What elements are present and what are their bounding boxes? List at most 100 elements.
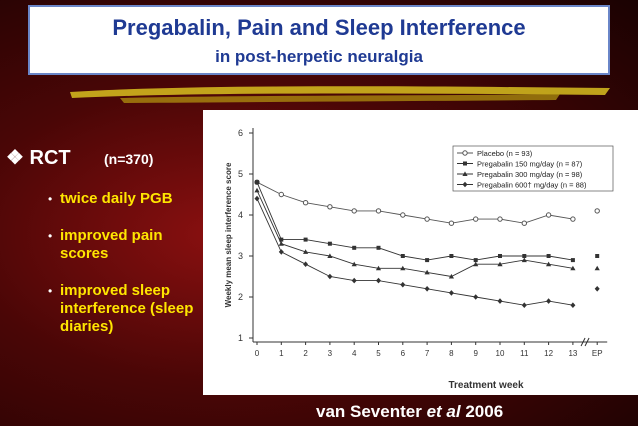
bullet: • <box>48 229 53 243</box>
point <box>278 241 284 246</box>
y-tick-label: 5 <box>238 169 243 179</box>
point <box>424 216 430 222</box>
point <box>497 298 503 304</box>
series-line <box>256 182 573 261</box>
point <box>425 258 430 263</box>
legend-label: Pregabalin 600† mg/day (n = 88) <box>477 181 587 190</box>
point <box>400 212 406 218</box>
brush-strokes <box>70 86 610 103</box>
point <box>473 261 479 267</box>
citation: van Seventer et al 2006 <box>316 402 503 422</box>
axis-break <box>580 337 586 347</box>
x-tick-label: 1 <box>279 349 284 358</box>
point <box>327 241 332 246</box>
y-tick-label: 6 <box>238 128 243 138</box>
subtitle: in post-herpetic neuralgia <box>215 47 423 66</box>
point <box>545 212 552 218</box>
point <box>278 191 285 198</box>
point <box>424 269 430 275</box>
point <box>498 254 502 258</box>
point <box>448 290 454 296</box>
point <box>327 253 333 258</box>
x-tick-label: EP <box>592 349 603 358</box>
x-tick-label: 5 <box>376 349 381 358</box>
point <box>400 254 405 258</box>
y-tick-label: 3 <box>238 251 243 261</box>
point <box>424 286 430 292</box>
point <box>279 237 284 242</box>
point <box>303 261 309 267</box>
legend-label: Pregabalin 150 mg/day (n = 87) <box>477 160 583 169</box>
x-tick-label: 2 <box>303 349 308 358</box>
point <box>497 216 503 222</box>
chart: Treatment week Weekly mean sleep interfe… <box>203 110 638 395</box>
point <box>595 254 600 258</box>
point <box>497 261 503 267</box>
point <box>400 265 406 271</box>
legend-label: Placebo (n = 93) <box>477 149 533 158</box>
x-tick-label: 4 <box>352 349 357 358</box>
legend-marker <box>462 181 468 188</box>
point <box>570 216 576 222</box>
title: Pregabalin, Pain and Sleep Interference <box>112 15 526 40</box>
etal: et al <box>426 402 461 421</box>
series-line <box>256 181 573 224</box>
point <box>375 265 382 271</box>
point <box>570 265 576 271</box>
x-tick-label: 6 <box>401 349 406 358</box>
x-tick-label: 10 <box>496 349 505 358</box>
x-tick-label: 12 <box>544 349 553 358</box>
author: van Seventer <box>316 402 422 421</box>
point <box>449 254 454 258</box>
point <box>254 187 260 193</box>
legend-marker <box>462 171 468 176</box>
y-tick-label: 1 <box>238 333 243 343</box>
y-axis-label: Weekly mean sleep interference score <box>224 162 233 307</box>
x-tick-label: 7 <box>425 349 430 358</box>
point <box>351 261 357 267</box>
point <box>254 195 260 202</box>
point <box>327 204 333 210</box>
point <box>570 258 575 263</box>
point <box>303 237 308 242</box>
x-tick-label: 3 <box>328 349 333 358</box>
x-tick-label: 0 <box>255 349 260 358</box>
bullet: • <box>48 284 53 298</box>
point <box>376 245 381 250</box>
y-tick-label: 2 <box>238 292 243 302</box>
legend-marker <box>462 150 468 156</box>
point <box>375 208 382 214</box>
series-line <box>256 198 573 306</box>
point <box>278 249 284 255</box>
x-tick-label: 8 <box>449 349 454 358</box>
heading: RCT <box>29 147 71 169</box>
point <box>570 302 576 308</box>
point <box>351 277 357 284</box>
point <box>376 277 381 284</box>
series-line <box>256 190 573 277</box>
point <box>521 302 527 308</box>
bullet-item: twice daily PGB <box>60 190 173 207</box>
bullet-heading: ❖ RCT <box>6 147 71 169</box>
x-tick-label: 13 <box>568 349 577 358</box>
legend-label: Pregabalin 300 mg/day (n = 98) <box>477 170 583 179</box>
point <box>473 216 479 222</box>
point <box>521 220 527 226</box>
y-tick-label: 4 <box>238 210 243 220</box>
point <box>594 286 600 292</box>
year: 2006 <box>465 402 504 421</box>
legend-marker <box>463 161 467 166</box>
x-axis-label: Treatment week <box>448 380 523 391</box>
point <box>302 200 309 206</box>
axis-break <box>584 337 590 347</box>
point <box>546 254 551 258</box>
point <box>303 249 309 254</box>
legend-box <box>452 145 614 192</box>
x-tick-label: 11 <box>520 349 529 358</box>
bullet-item: improved sleep interference (sleep diari… <box>60 282 194 335</box>
point <box>448 220 455 226</box>
bullet-item: improved pain scores <box>60 227 163 262</box>
point <box>352 245 357 250</box>
title-box: Pregabalin, Pain and Sleep Interference … <box>28 5 610 75</box>
